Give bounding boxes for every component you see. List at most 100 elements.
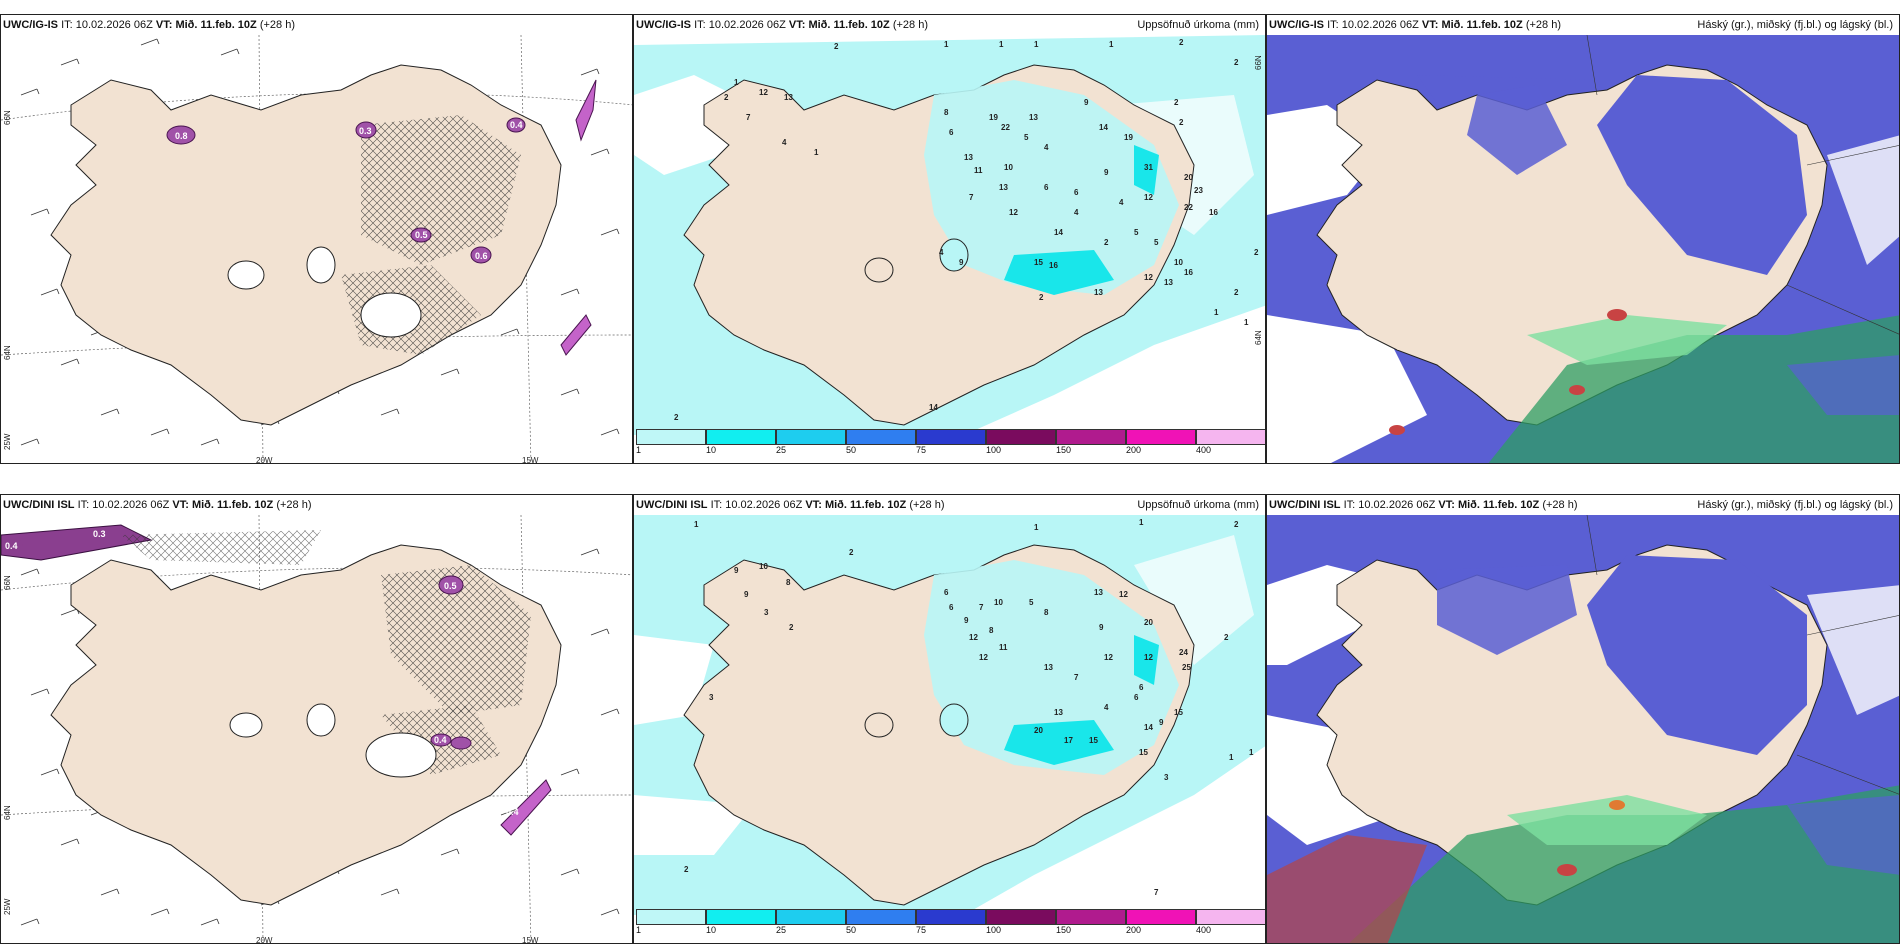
icing-hatch-area xyxy=(361,115,521,265)
precip-value: 4 xyxy=(1119,198,1124,207)
panel-wind-row1: UWC/IG-IS IT: 10.02.2026 06Z VT: Mið. 11… xyxy=(0,14,633,464)
high-cloud-area xyxy=(1527,315,1727,365)
precip-value: 6 xyxy=(1074,188,1079,197)
precip-value: 10 xyxy=(994,598,1003,607)
precip-value: 4 xyxy=(1104,703,1109,712)
precip-value: 11 xyxy=(974,166,983,175)
precip-value: 13 xyxy=(1029,113,1038,122)
precip-value: 17 xyxy=(1064,736,1073,745)
it-value: 10.02.2026 06Z xyxy=(75,19,153,31)
precip-value: 12 xyxy=(969,633,978,642)
precip-value: 10 xyxy=(1004,163,1013,172)
vt-label: VT: xyxy=(1438,499,1455,511)
precip-value: 8 xyxy=(989,626,994,635)
it-value: 10.02.2026 06Z xyxy=(1358,499,1436,511)
legend-swatch xyxy=(986,909,1056,925)
panel-title: UWC/IG-IS IT: 10.02.2026 06Z VT: Mið. 11… xyxy=(1267,15,1899,35)
icing-blob xyxy=(470,246,492,264)
vt-value: Mið. 11.feb. 10Z xyxy=(1441,19,1523,31)
precip-value: 1 xyxy=(1214,308,1219,317)
icing-labels: 0.4 0.3 0.5 0.4 0.4 xyxy=(5,529,519,817)
it-label: IT: xyxy=(1327,19,1339,31)
lead-time: (+28 h) xyxy=(1542,499,1578,511)
precip-value: 2 xyxy=(1104,238,1109,247)
precip-value: 10 xyxy=(759,562,768,571)
icing-value: 0.6 xyxy=(475,251,488,261)
precip-value: 9 xyxy=(1159,718,1164,727)
precip-value: 7 xyxy=(1074,673,1079,682)
panel-title: UWC/DINI ISL IT: 10.02.2026 06Z VT: Mið.… xyxy=(1,495,632,515)
legend-swatch xyxy=(776,909,846,925)
precip-value: 14 xyxy=(929,403,938,412)
precip-value: 1 xyxy=(734,78,739,87)
vt-value: Mið. 11.feb. 10Z xyxy=(808,19,890,31)
legend-label: 10 xyxy=(706,925,717,935)
it-label: IT: xyxy=(77,499,90,511)
legend-swatch xyxy=(846,429,916,445)
precip-values: 1 2 1 1 2 9 10 8 9 6 3 2 6 9 7 10 12 8 1… xyxy=(684,518,1254,897)
precip-value: 13 xyxy=(1094,588,1103,597)
precip-value: 12 xyxy=(979,653,988,662)
precip-value: 6 xyxy=(1139,683,1144,692)
lat-label: 66N xyxy=(1254,55,1263,70)
legend-swatch xyxy=(1126,909,1196,925)
icing-blob xyxy=(410,227,432,243)
precip-value: 22 xyxy=(1184,203,1193,212)
panel-clouds-row2: UWC/DINI ISL IT: 10.02.2026 06Z VT: Mið.… xyxy=(1266,494,1900,944)
precip-mid-area xyxy=(1134,635,1159,685)
precip-value: 5 xyxy=(1024,133,1029,142)
precip-over-land xyxy=(924,560,1179,775)
precip-value: 24 xyxy=(1179,648,1188,657)
vt-label: VT: xyxy=(1421,19,1439,31)
lead-time: (+28 h) xyxy=(259,19,295,31)
legend-swatch xyxy=(1126,429,1196,445)
legend-swatch xyxy=(986,429,1056,445)
precip-value: 5 xyxy=(1154,238,1159,247)
legend-label: 10 xyxy=(706,445,717,455)
panel-wind-row2: UWC/DINI ISL IT: 10.02.2026 06Z VT: Mið.… xyxy=(0,494,633,944)
precip-value: 22 xyxy=(1001,123,1010,132)
legend-swatch xyxy=(916,909,986,925)
panel-precip-row2: UWC/DINI ISL IT: 10.02.2026 06Z VT: Mið.… xyxy=(633,494,1266,944)
lat-label: 66N xyxy=(3,575,12,590)
precip-value: 2 xyxy=(1254,248,1259,257)
precip-value: 9 xyxy=(744,590,749,599)
precip-value: 14 xyxy=(1099,123,1108,132)
precip-value: 6 xyxy=(944,588,949,597)
precip-colorbar: 1 10 25 50 75 100 150 200 400 xyxy=(636,909,1265,937)
it-value: 10.02.2026 06Z xyxy=(708,19,786,31)
precip-value: 2 xyxy=(1234,58,1239,67)
it-label: IT: xyxy=(694,19,706,31)
precip-value: 2 xyxy=(1234,288,1239,297)
precip-value: 13 xyxy=(1164,278,1173,287)
iceland-landmass xyxy=(50,64,562,426)
lat-label: 64N xyxy=(3,345,12,360)
precip-value: 20 xyxy=(1144,618,1153,627)
precip-value: 23 xyxy=(1194,186,1203,195)
precip-value: 8 xyxy=(786,578,791,587)
precip-over-land xyxy=(924,80,1179,295)
panel-title: UWC/IG-IS IT: 10.02.2026 06Z VT: Mið. 11… xyxy=(1,15,632,35)
precip-value: 15 xyxy=(1174,708,1183,717)
precip-value: 9 xyxy=(734,566,739,575)
panel-title: UWC/DINI ISL IT: 10.02.2026 06Z VT: Mið.… xyxy=(1267,495,1899,515)
precip-value: 3 xyxy=(709,693,714,702)
precip-value: 16 xyxy=(1049,261,1058,270)
it-value: 10.02.2026 06Z xyxy=(725,499,803,511)
precip-mid-area xyxy=(1004,720,1114,765)
lon-label: 15W xyxy=(522,936,539,944)
field-name: Uppsöfnuð úrkoma (mm) xyxy=(1137,19,1259,31)
lead-time: (+28 h) xyxy=(892,19,928,31)
precip-value: 13 xyxy=(1054,708,1063,717)
precip-value: 19 xyxy=(989,113,998,122)
vt-label: VT: xyxy=(788,19,806,31)
precip-value: 13 xyxy=(964,153,973,162)
icing-blob xyxy=(430,733,452,747)
legend-swatch xyxy=(1056,429,1126,445)
lead-time: (+28 h) xyxy=(276,499,312,511)
lat-label: 64N xyxy=(3,805,12,820)
precip-value: 15 xyxy=(1034,258,1043,267)
precip-value: 1 xyxy=(944,40,949,49)
precip-value: 25 xyxy=(1182,663,1191,672)
precip-value: 1 xyxy=(814,148,819,157)
